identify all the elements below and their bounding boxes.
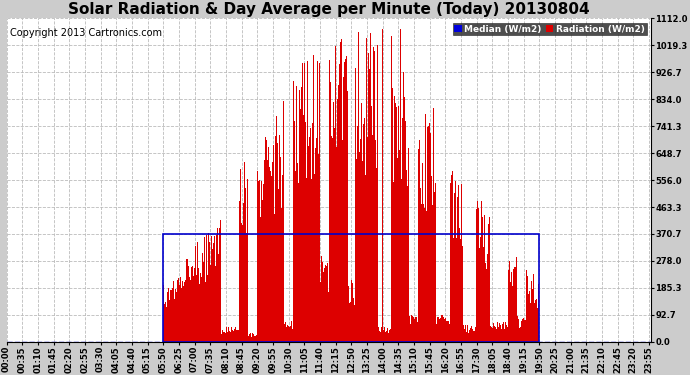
Title: Solar Radiation & Day Average per Minute (Today) 20130804: Solar Radiation & Day Average per Minute…: [68, 2, 590, 17]
Bar: [164, 234, 540, 342]
Legend: Median (W/m2), Radiation (W/m2): Median (W/m2), Radiation (W/m2): [453, 23, 647, 35]
Text: Copyright 2013 Cartronics.com: Copyright 2013 Cartronics.com: [10, 28, 162, 38]
